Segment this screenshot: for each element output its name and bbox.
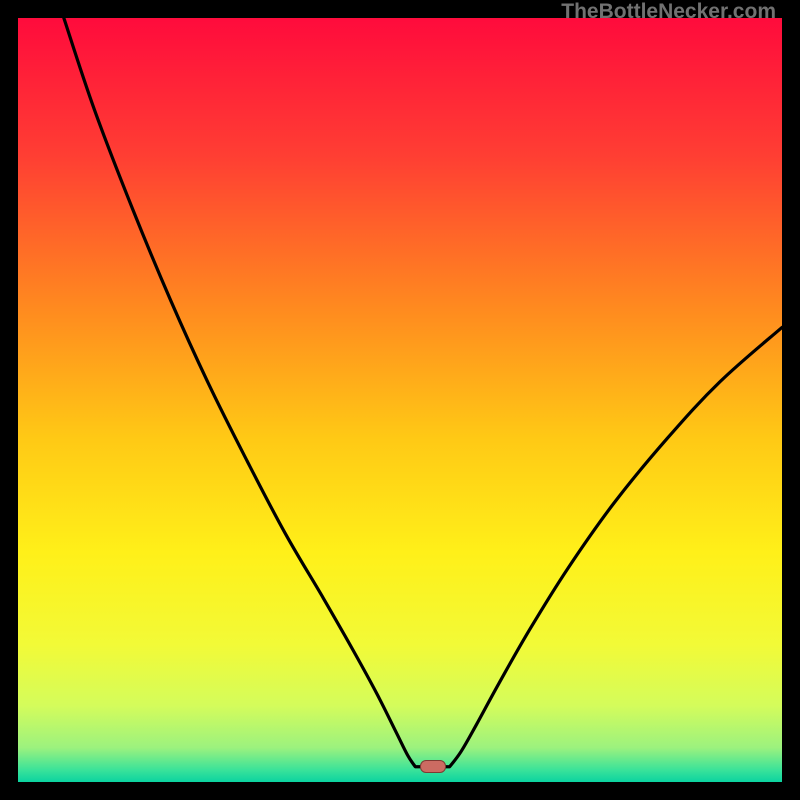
watermark-text: TheBottleNecker.com: [561, 0, 776, 24]
optimal-point-marker: [420, 760, 446, 773]
plot-area: [18, 18, 782, 782]
chart-svg: [18, 18, 782, 782]
gradient-background: [18, 18, 782, 782]
chart-frame: { "watermark": { "text": "TheBottleNecke…: [0, 0, 800, 800]
